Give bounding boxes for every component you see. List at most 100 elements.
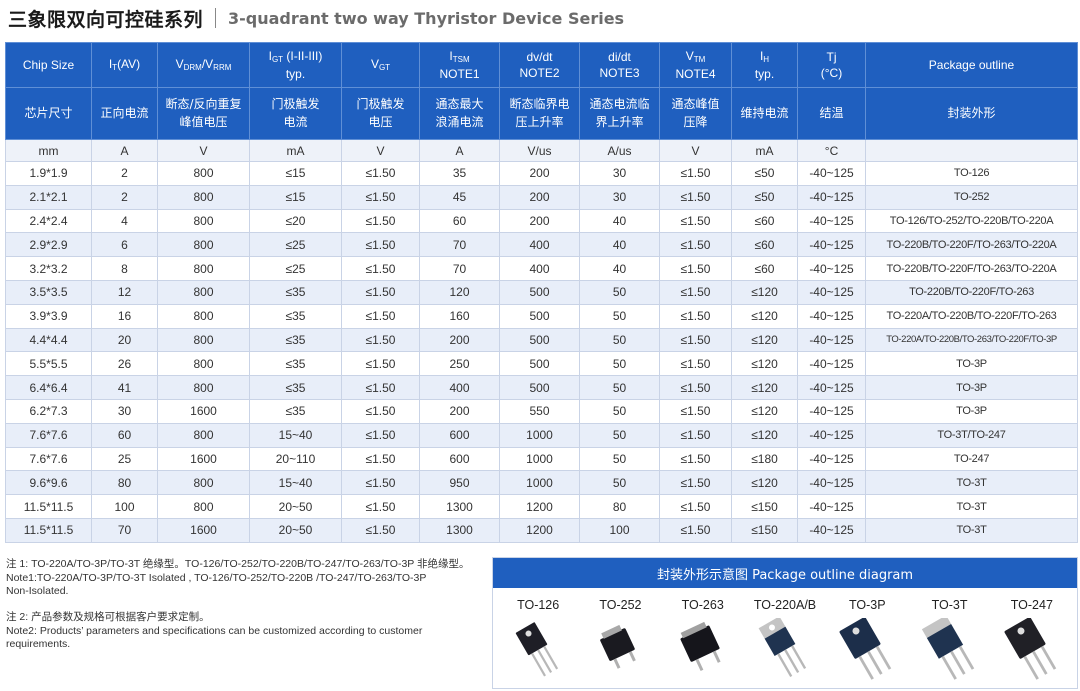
table-cell: ≤1.50 [659,422,732,448]
header-row-cn: 芯片尺寸 正向电流 断态/反向重复 峰值电压 门极触发 电流 门极触发 电压 通态最大… [5,87,1078,140]
table-cell: ≤60 [731,256,798,281]
table-cell: 60 [419,208,500,234]
col-itsm: ITSM NOTE1 [419,42,500,88]
table-cell: ≤60 [731,208,798,234]
table-cell: 25 [91,446,158,472]
table-cell: 400 [419,375,500,400]
table-cell: 200 [419,327,500,353]
table-cell: 800 [157,161,250,186]
package-label: TO-126 [517,598,560,612]
table-row: 9.6*9.6 80 800 15~40 ≤1.50 950 1000 50 ≤1.50 ≤120… [5,470,1078,496]
table-cell: 800 [157,184,250,210]
table-cell: ≤1.50 [341,279,420,305]
col-igt: IGT (I-II-III) typ. [249,42,342,88]
table-cell: 5.5*5.5 [5,351,92,377]
table-cell: 800 [157,422,250,448]
to3t-package-icon [921,618,974,680]
package-cell: TO-3P [865,351,1078,377]
table-cell: ≤1.50 [659,327,732,353]
table-cell: ≤1.50 [659,517,732,543]
table-cell: ≤25 [249,232,342,258]
col-itsm-cn: 通态最大 浪涌电流 [419,87,500,140]
unit-cell: °C [797,139,866,162]
page-header: 三象限双向可控硅系列 3-quadrant two way Thyristor … [8,4,624,32]
table-cell: 7.6*7.6 [5,446,92,472]
col-vtm: VTM NOTE4 [659,42,732,88]
table-cell: 3.9*3.9 [5,303,92,329]
table-cell: 20~50 [249,494,342,519]
note2-en-line2: requirements. [6,638,71,651]
package-cell: TO-247 [865,446,1078,472]
table-cell: -40~125 [797,303,866,329]
table-cell: -40~125 [797,327,866,353]
col-package: Package outline [865,42,1078,88]
package-label: TO-252 [599,598,642,612]
package-label: TO-3T [931,598,968,612]
table-cell: ≤120 [731,398,798,424]
table-row: 3.9*3.9 16 800 ≤35 ≤1.50 160 500 50 ≤1.50 ≤120 -40… [5,303,1078,329]
table-row: 5.5*5.5 26 800 ≤35 ≤1.50 250 500 50 ≤1.50 ≤120 -40… [5,351,1078,377]
col-vdrm-cn: 断态/反向重复 峰值电压 [157,87,250,140]
table-cell: ≤120 [731,375,798,400]
table-cell: ≤1.50 [659,351,732,377]
table-cell: 30 [91,398,158,424]
table-cell: -40~125 [797,161,866,186]
table-cell: ≤1.50 [659,375,732,400]
table-cell: 1000 [499,470,580,496]
table-cell: 4 [91,208,158,234]
table-cell: 200 [499,184,580,210]
package-list: TO-126 TO-252 [493,588,1077,682]
table-cell: 80 [91,470,158,496]
table-cell: ≤120 [731,303,798,329]
col-it-cn: 正向电流 [91,87,158,140]
table-row: 11.5*11.5 70 1600 20~50 ≤1.50 1300 1200 100 ≤1.5… [5,517,1078,543]
table-cell: 50 [579,422,660,448]
table-cell: 800 [157,232,250,258]
col-vgt-cn: 门极触发 电压 [341,87,420,140]
table-cell: ≤1.50 [341,470,420,496]
table-cell: ≤15 [249,184,342,210]
table-row: 3.5*3.5 12 800 ≤35 ≤1.50 120 500 50 ≤1.50 ≤120 -40… [5,279,1078,305]
table-cell: 50 [579,303,660,329]
table-row: 2.1*2.1 2 800 ≤15 ≤1.50 45 200 30 ≤1.50 ≤50 -40~12… [5,184,1078,210]
col-chip-size: Chip Size [5,42,92,88]
table-cell: ≤1.50 [341,161,420,186]
unit-cell: mA [731,139,798,162]
table-cell: 800 [157,303,250,329]
table-cell: 800 [157,494,250,519]
table-cell: ≤180 [731,446,798,472]
table-cell: 12 [91,279,158,305]
package-label: TO-220A/B [753,598,817,612]
table-cell: 40 [579,208,660,234]
table-cell: -40~125 [797,184,866,210]
table-cell: 2 [91,161,158,186]
table-cell: 600 [419,446,500,472]
table-cell: ≤60 [731,232,798,258]
table-cell: ≤1.50 [341,398,420,424]
table-cell: -40~125 [797,470,866,496]
table-cell: ≤1.50 [659,303,732,329]
table-cell: 50 [579,375,660,400]
to126-package-icon [515,622,559,677]
table-cell: -40~125 [797,494,866,519]
table-row: 7.6*7.6 60 800 15~40 ≤1.50 600 1000 50 ≤1.50 ≤120… [5,422,1078,448]
table-cell: 500 [499,327,580,353]
page-title-en: 3-quadrant two way Thyristor Device Seri… [228,8,625,28]
table-cell: ≤1.50 [659,494,732,519]
package-cell: TO-126 [865,161,1078,186]
table-cell: 3.2*3.2 [5,256,92,281]
table-cell: -40~125 [797,279,866,305]
table-cell: 500 [499,351,580,377]
table-cell: ≤120 [731,327,798,353]
table-cell: 8 [91,256,158,281]
col-dvdt-cn: 断态临界电 压上升率 [499,87,580,140]
table-cell: 50 [579,327,660,353]
unit-cell: A [91,139,158,162]
table-cell: 250 [419,351,500,377]
package-to126: TO-126 [499,598,577,682]
table-cell: 35 [419,161,500,186]
table-cell: 50 [579,398,660,424]
table-cell: ≤1.50 [659,446,732,472]
table-cell: ≤1.50 [341,184,420,210]
